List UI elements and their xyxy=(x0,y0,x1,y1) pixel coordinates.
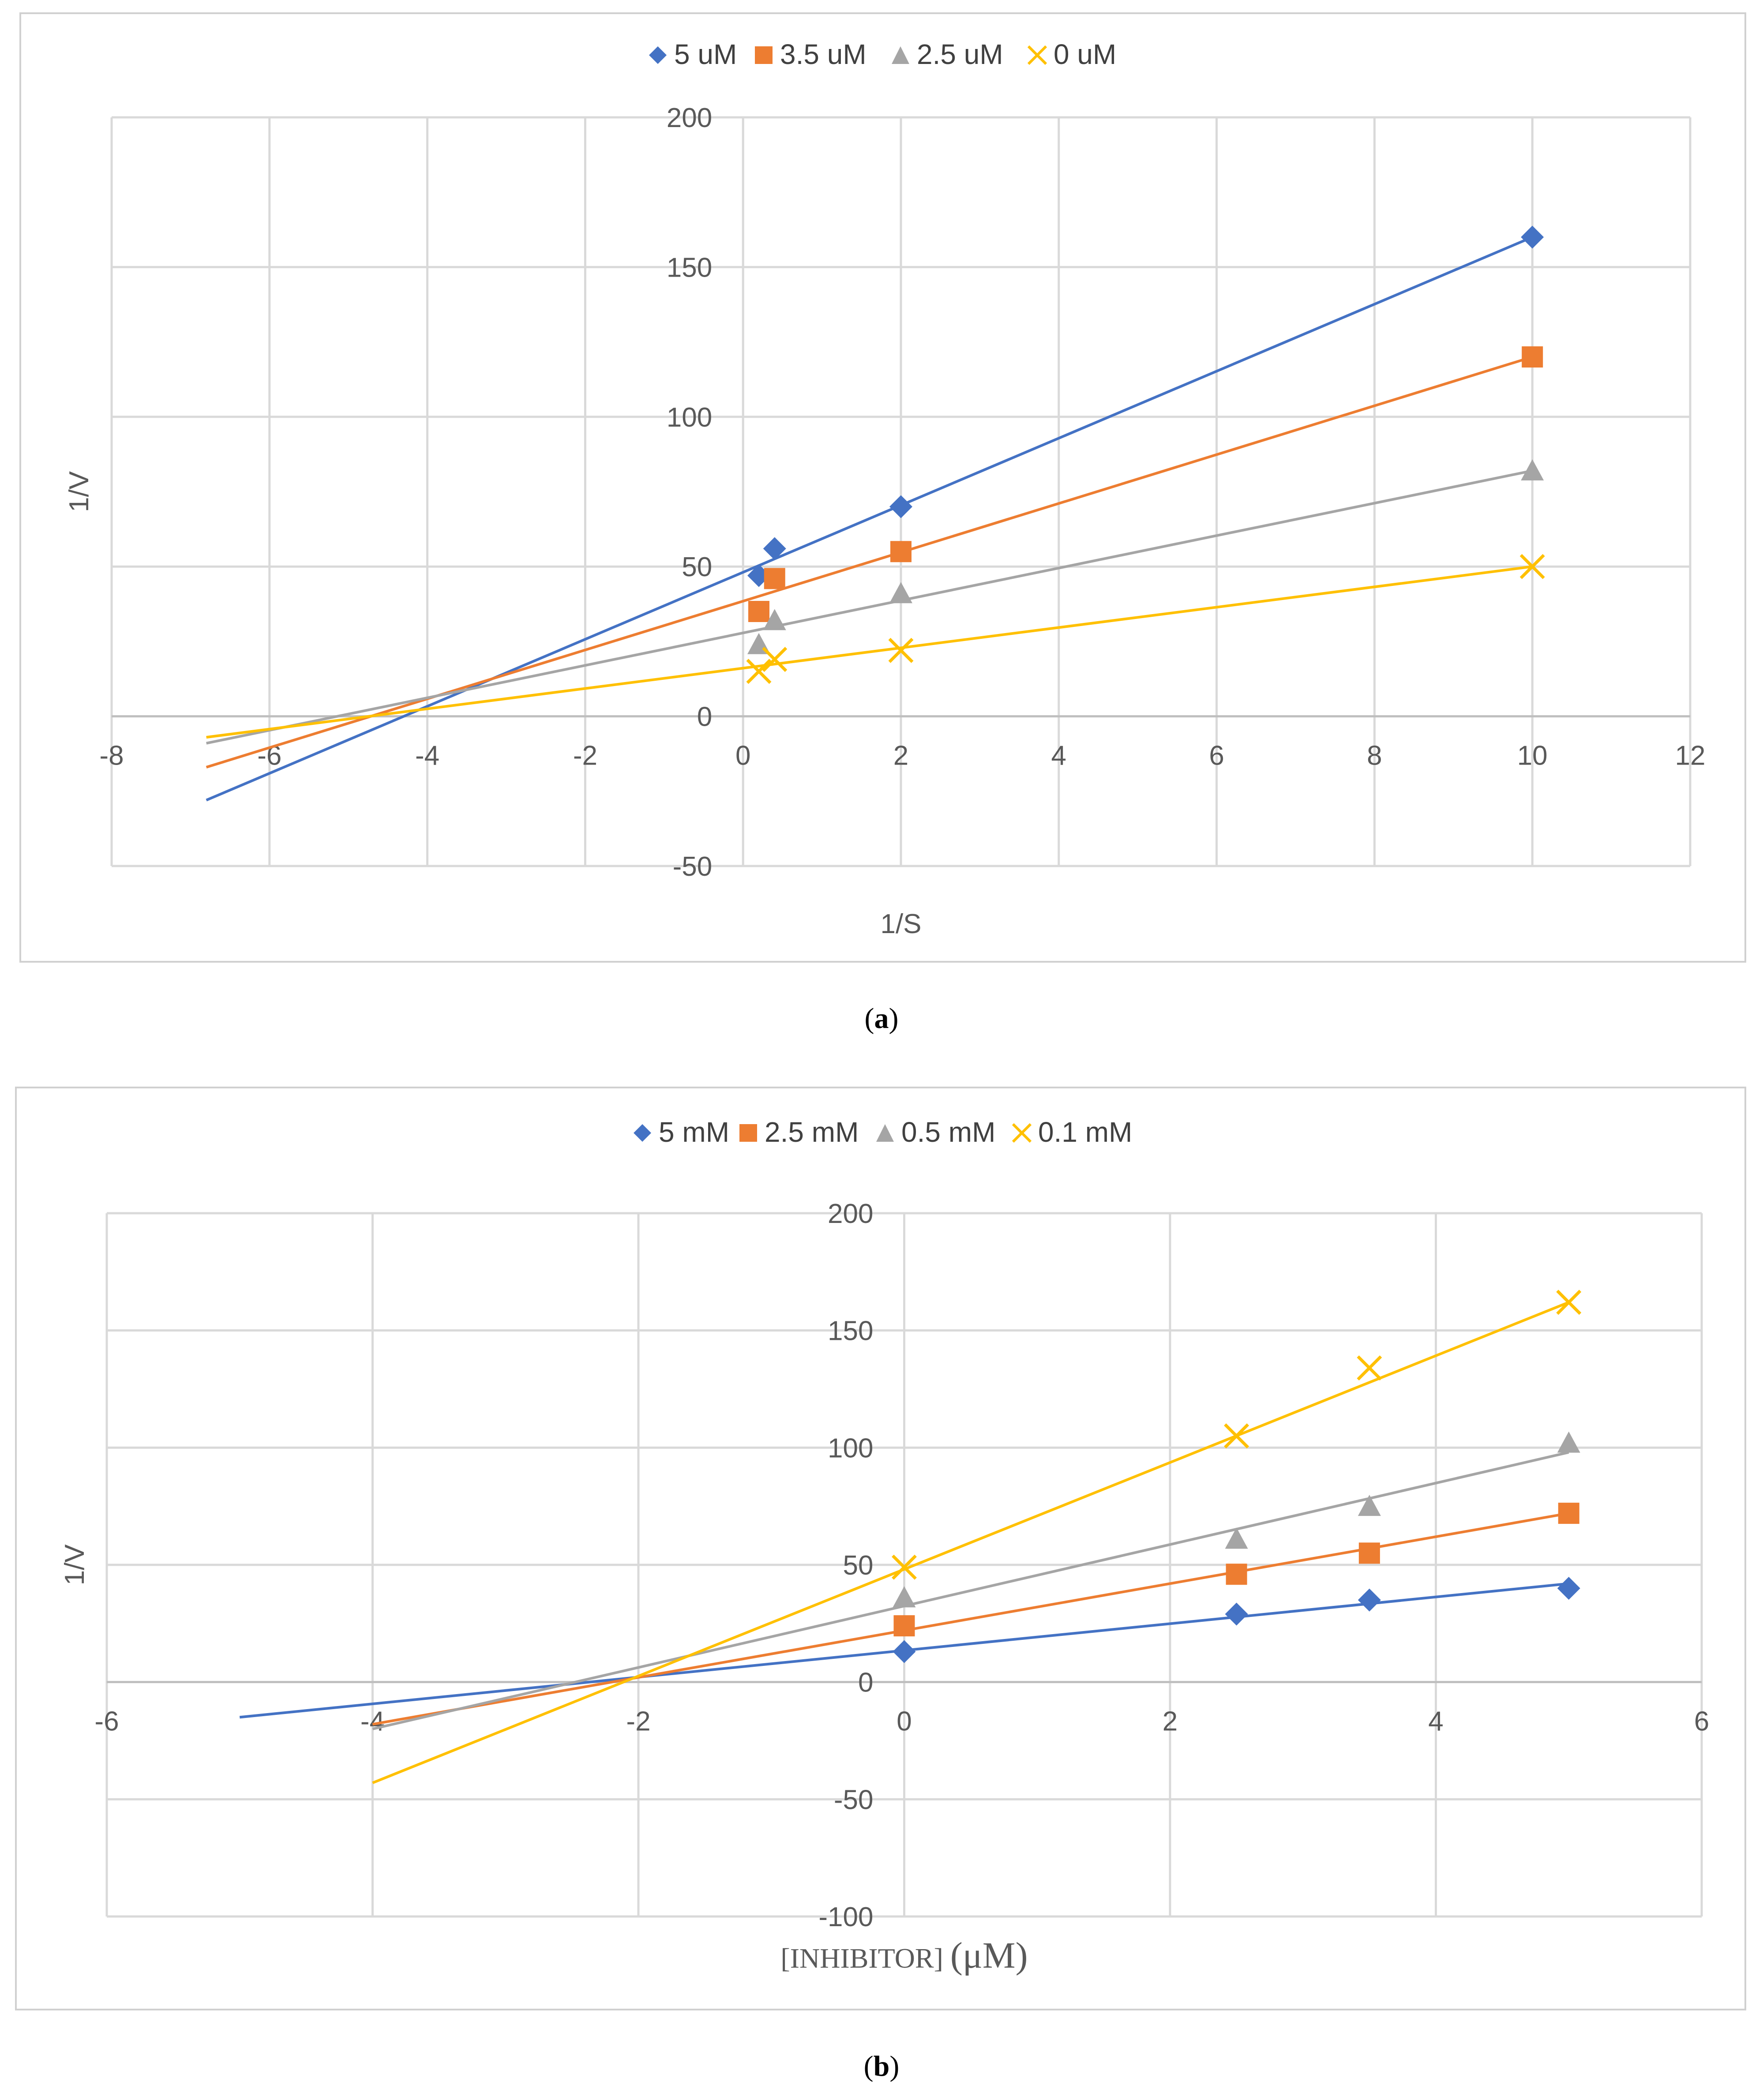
y-tick-label: -50 xyxy=(673,851,713,882)
x-tick-label: -2 xyxy=(573,741,597,771)
data-point-5-uM xyxy=(889,495,912,518)
data-point-5-uM xyxy=(1521,225,1544,249)
x-tick-label: 12 xyxy=(1675,741,1706,771)
legend-marker xyxy=(1012,1123,1032,1143)
x-axis-title: [INHIBITOR] (μM) xyxy=(780,1935,1028,1976)
data-point-5-uM xyxy=(763,537,786,560)
y-tick-label: 200 xyxy=(828,1199,873,1229)
legend-marker xyxy=(755,46,773,64)
data-point-5-mM xyxy=(1225,1602,1248,1626)
data-point-0.1-mM xyxy=(1556,1290,1582,1315)
x-tick-label: 2 xyxy=(893,741,908,771)
trendline-5-uM xyxy=(206,236,1533,802)
y-axis-title: 1/V xyxy=(60,1544,90,1586)
data-point-5-mM xyxy=(893,1640,916,1663)
legend-label: 0 uM xyxy=(1054,38,1116,70)
data-point-0-uM xyxy=(1519,554,1545,579)
y-tick-label: 100 xyxy=(667,402,712,433)
chart-b-frame xyxy=(15,1087,1746,2010)
y-tick-label: -50 xyxy=(834,1785,874,1815)
x-tick-label: -4 xyxy=(415,741,439,771)
x-tick-label: 6 xyxy=(1209,741,1224,771)
legend-label: 0.1 mM xyxy=(1038,1116,1132,1148)
data-point-2.5-mM xyxy=(1226,1564,1247,1585)
y-tick-label: 0 xyxy=(858,1668,873,1698)
legend-marker xyxy=(739,1124,757,1142)
legend-label: 0.5 mM xyxy=(901,1116,995,1148)
chart-a-frame xyxy=(19,12,1746,963)
x-tick-label: 2 xyxy=(1163,1706,1178,1737)
x-tick-label: -2 xyxy=(626,1706,650,1737)
data-point-3.5-uM xyxy=(748,601,769,622)
legend-label: 3.5 uM xyxy=(780,38,866,70)
trendline-2.5-uM xyxy=(206,469,1533,745)
x-axis-title: 1/S xyxy=(880,909,921,939)
data-point-5-mM xyxy=(1358,1588,1381,1612)
data-point-0-uM xyxy=(746,659,772,684)
legend-marker xyxy=(876,1124,894,1142)
y-tick-label: 100 xyxy=(828,1433,873,1463)
legend-marker xyxy=(892,46,909,64)
y-tick-label: 0 xyxy=(697,702,712,732)
data-point-0.1-mM xyxy=(892,1554,917,1580)
data-point-0.1-mM xyxy=(1224,1423,1249,1449)
data-point-0.5-mM xyxy=(1225,1527,1248,1549)
y-axis-title: 1/V xyxy=(64,471,94,512)
y-tick-label: 50 xyxy=(682,552,712,582)
legend-label: 5 mM xyxy=(659,1116,729,1148)
data-point-2.5-mM xyxy=(893,1615,915,1637)
data-point-0.5-mM xyxy=(1557,1431,1580,1453)
legend-marker xyxy=(1027,45,1047,65)
caption-b: (b) xyxy=(864,2050,900,2082)
x-tick-label: 8 xyxy=(1367,741,1382,771)
x-tick-label: 4 xyxy=(1051,741,1066,771)
legend-marker xyxy=(649,46,667,64)
data-point-3.5-uM xyxy=(890,541,912,562)
data-point-0-uM xyxy=(888,638,914,663)
data-point-3.5-uM xyxy=(1522,346,1543,368)
x-tick-label: 0 xyxy=(735,741,750,771)
caption-a: (a) xyxy=(865,1002,899,1035)
data-point-3.5-uM xyxy=(764,568,785,589)
data-point-0.5-mM xyxy=(1358,1495,1381,1516)
y-tick-label: 150 xyxy=(667,252,712,283)
data-point-2.5-uM xyxy=(889,582,912,604)
x-tick-label: -8 xyxy=(99,741,124,771)
legend-label: 2.5 uM xyxy=(917,38,1003,70)
legend: 5 uM 3.5 uM 2.5 uM 0 uM xyxy=(649,38,1116,70)
data-point-5-mM xyxy=(1557,1577,1580,1600)
legend-label: 2.5 mM xyxy=(765,1116,859,1148)
trendline-0-uM xyxy=(206,565,1533,739)
data-point-2.5-mM xyxy=(1358,1542,1380,1564)
y-tick-label: 200 xyxy=(667,103,712,133)
data-point-0.5-mM xyxy=(893,1586,916,1608)
x-tick-label: 10 xyxy=(1517,741,1548,771)
legend-marker xyxy=(634,1124,651,1142)
data-point-2.5-mM xyxy=(1558,1503,1579,1524)
x-tick-label: 0 xyxy=(897,1706,912,1737)
y-tick-label: 50 xyxy=(843,1550,874,1581)
y-tick-label: -100 xyxy=(818,1902,873,1932)
y-tick-label: 150 xyxy=(828,1316,873,1346)
trendline-0.1-mM xyxy=(372,1301,1569,1784)
legend: 5 mM 2.5 mM 0.5 mM 0.1 mM xyxy=(634,1116,1132,1148)
data-point-0.1-mM xyxy=(1357,1355,1382,1381)
data-point-2.5-uM xyxy=(1521,459,1544,480)
data-point-2.5-uM xyxy=(763,609,786,630)
data-point-0-uM xyxy=(762,647,788,672)
x-tick-label: 4 xyxy=(1428,1706,1443,1737)
legend-label: 5 uM xyxy=(674,38,737,70)
x-tick-label: 6 xyxy=(1694,1706,1709,1737)
x-tick-label: -6 xyxy=(94,1706,119,1737)
